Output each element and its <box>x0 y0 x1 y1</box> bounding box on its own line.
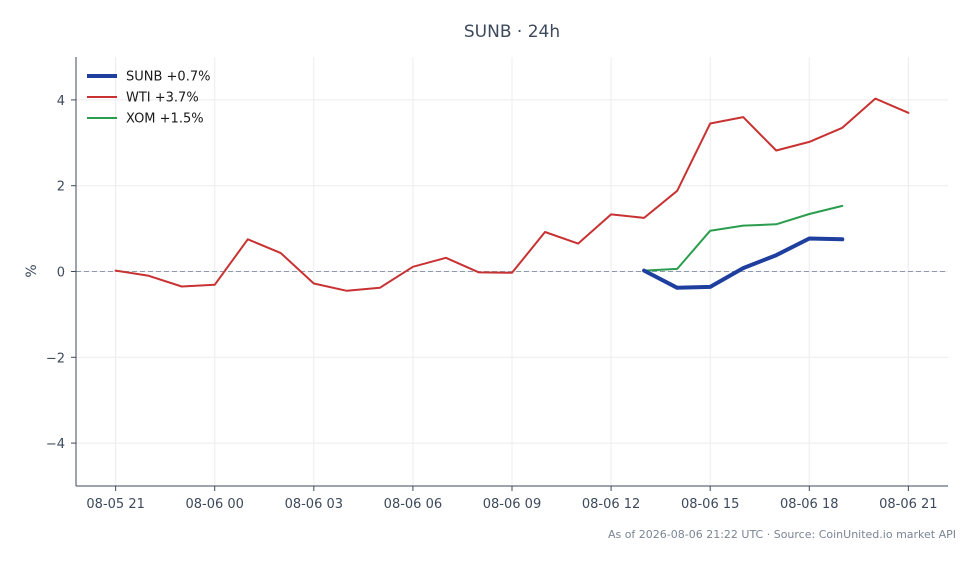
legend-label: SUNB +0.7% <box>126 70 210 85</box>
series-line-xom <box>643 204 844 272</box>
legend-label: WTI +3.7% <box>126 91 199 106</box>
x-axis-ticks: 08-05 21 08-06 00 08-06 03 08-06 06 08-06 09… <box>86 486 938 512</box>
y-tick-label: 4 <box>57 94 65 109</box>
y-tick-label: 2 <box>57 180 65 195</box>
x-tick-label: 08-06 15 <box>681 497 739 512</box>
x-tick-label: 08-06 21 <box>879 497 937 512</box>
series-line-wti <box>114 97 910 292</box>
legend: SUNB +0.7% WTI +3.7% XOM +1.5% <box>87 70 210 127</box>
legend-label: XOM +1.5% <box>126 112 204 127</box>
x-tick-label: 08-06 09 <box>483 497 541 512</box>
y-tick-label: 0 <box>57 266 65 281</box>
y-tick-label: −2 <box>46 351 65 366</box>
y-tick-label: −4 <box>46 437 65 452</box>
series-line-sunb <box>642 236 845 290</box>
x-tick-label: 08-06 06 <box>384 497 442 512</box>
chart-title: SUNB · 24h <box>464 22 560 42</box>
x-tick-label: 08-05 21 <box>86 497 144 512</box>
x-tick-label: 08-06 00 <box>186 497 244 512</box>
series-lines <box>114 97 910 292</box>
x-tick-label: 08-06 03 <box>285 497 343 512</box>
x-tick-label: 08-06 12 <box>582 497 640 512</box>
y-axis-ticks: 4 2 0 −2 −4 <box>46 94 76 452</box>
x-tick-label: 08-06 18 <box>780 497 838 512</box>
footer-source-note: As of 2026-08-06 21:22 UTC · Source: Coi… <box>608 528 956 541</box>
y-axis-label: % <box>24 264 40 277</box>
